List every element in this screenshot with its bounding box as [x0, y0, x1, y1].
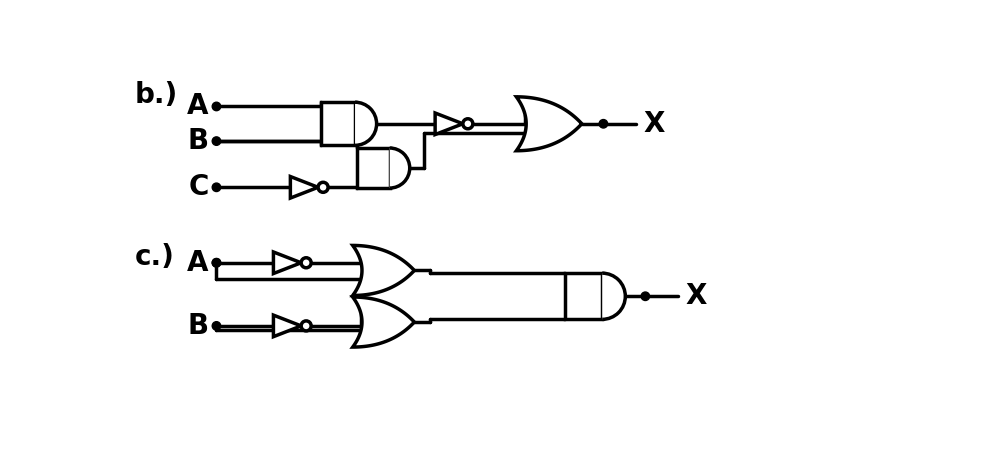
Polygon shape — [602, 273, 625, 319]
Text: C: C — [188, 173, 209, 201]
Polygon shape — [291, 177, 318, 198]
Polygon shape — [435, 113, 463, 134]
Circle shape — [301, 258, 311, 268]
Circle shape — [212, 137, 221, 145]
Circle shape — [212, 183, 221, 192]
Text: B: B — [187, 127, 209, 155]
Polygon shape — [516, 97, 582, 151]
Circle shape — [212, 258, 221, 267]
Circle shape — [301, 321, 311, 331]
Polygon shape — [274, 252, 301, 274]
Polygon shape — [565, 273, 602, 319]
Polygon shape — [274, 315, 301, 337]
Polygon shape — [390, 148, 410, 188]
Circle shape — [212, 102, 221, 111]
Text: b.): b.) — [135, 81, 178, 109]
Polygon shape — [355, 102, 376, 145]
Circle shape — [599, 119, 608, 128]
Circle shape — [318, 182, 328, 192]
Circle shape — [212, 258, 221, 267]
Text: A: A — [187, 93, 209, 120]
Polygon shape — [358, 148, 390, 188]
Polygon shape — [321, 102, 355, 145]
Text: A: A — [187, 249, 209, 277]
Text: X: X — [686, 282, 707, 310]
Circle shape — [641, 292, 649, 300]
Text: B: B — [187, 312, 209, 340]
Polygon shape — [353, 297, 415, 347]
Circle shape — [212, 321, 221, 330]
Polygon shape — [353, 245, 415, 296]
Circle shape — [463, 119, 473, 129]
Text: c.): c.) — [135, 243, 174, 271]
Text: X: X — [643, 110, 665, 138]
